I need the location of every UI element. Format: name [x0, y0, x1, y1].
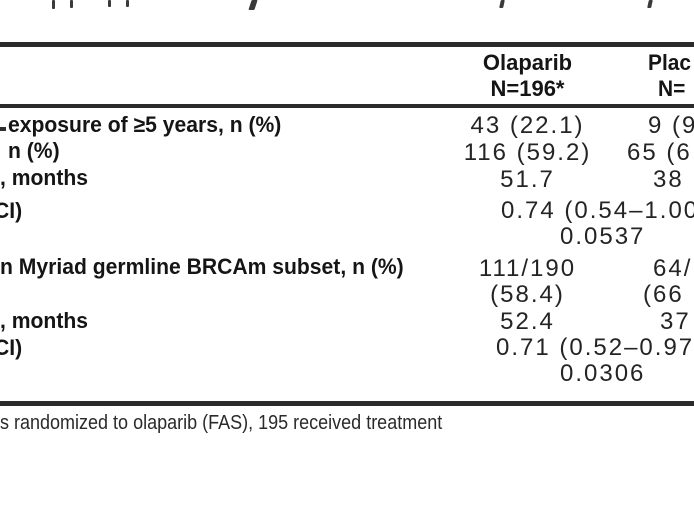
column-header-olaparib-n: N=196* [490, 76, 565, 101]
row-label: n Myriad germline BRCAm subset, n (%) [0, 254, 404, 279]
clipped-descender-mark [70, 0, 73, 8]
clipped-descender-mark [108, 0, 111, 7]
clipped-label-fragment [0, 127, 6, 131]
placebo-value-clipped: 37 [660, 308, 691, 335]
hazard-ratio-value: 0.71 (0.52–0.97 [496, 334, 694, 361]
column-header-olaparib: Olaparib [482, 50, 573, 75]
row-label: n (%) [8, 138, 60, 163]
row-label: , months [0, 165, 89, 190]
row-label: exposure of ≥5 years, n (%) [8, 112, 282, 137]
olaparib-value: 116 (59.2) [463, 139, 592, 166]
hazard-ratio-value: 0.74 (0.54–1.00 [501, 197, 694, 224]
clipped-descender-mark [126, 0, 129, 7]
table-bottom-rule [0, 401, 694, 406]
clipped-descender-mark [499, 0, 505, 8]
column-header-placebo-n-clipped: N= [658, 76, 686, 101]
olaparib-value: 52.4 [500, 308, 555, 335]
p-value: 0.0306 [560, 360, 646, 387]
placebo-value-clipped: 65 (6 [627, 139, 692, 166]
placebo-value-clipped: (66 [643, 281, 684, 308]
placebo-value-clipped: 64/ [653, 255, 693, 282]
column-header-placebo-clipped: Plac [648, 50, 692, 75]
clipped-descender-mark [647, 0, 653, 8]
olaparib-value: 43 (22.1) [470, 112, 585, 139]
p-value: 0.0537 [560, 223, 646, 250]
clipped-descender-mark [248, 0, 258, 10]
olaparib-value: 51.7 [500, 166, 555, 193]
row-label: , months [0, 308, 89, 333]
olaparib-value: (58.4) [490, 281, 565, 308]
table-header-rule [0, 104, 694, 108]
clipped-descender-mark [52, 0, 55, 9]
table-footnote: s randomized to olaparib (FAS), 195 rece… [0, 412, 443, 434]
row-label: CI) [0, 198, 23, 223]
placebo-value-clipped: 38 [653, 166, 684, 193]
placebo-value-clipped: 9 (9 [648, 112, 694, 139]
row-label: CI) [0, 335, 23, 360]
table-top-rule [0, 42, 694, 47]
olaparib-value: 111/190 [478, 255, 577, 282]
